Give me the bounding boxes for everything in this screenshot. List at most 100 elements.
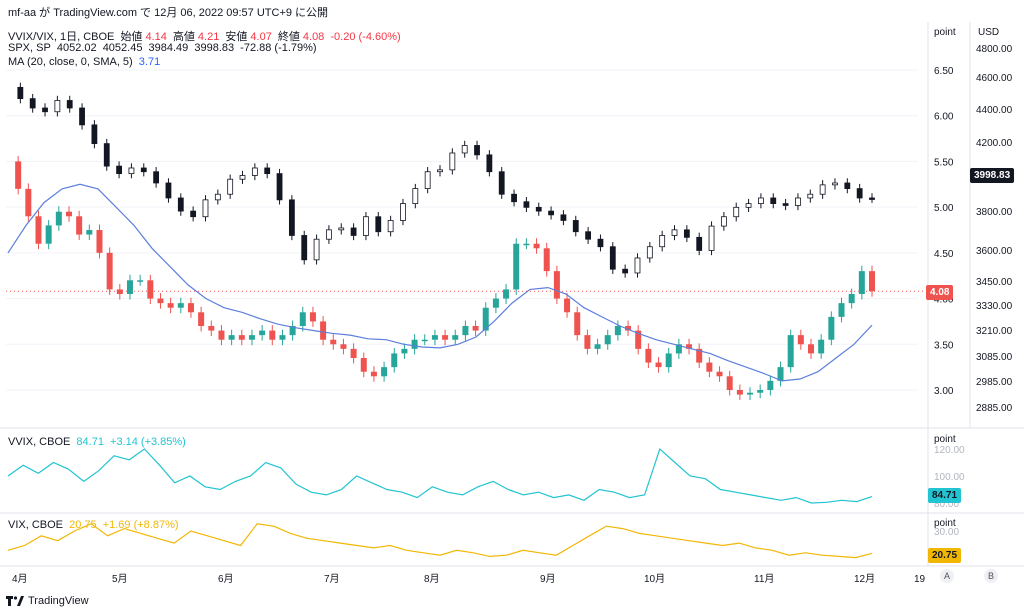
spx-close: 3998.83 bbox=[194, 42, 235, 54]
scale-a-button[interactable]: A bbox=[940, 569, 954, 583]
ratio-candle bbox=[330, 339, 337, 345]
spx-candle bbox=[683, 229, 690, 238]
spx-candle bbox=[634, 257, 641, 274]
low-label: 安値 bbox=[225, 31, 248, 43]
spx-bars bbox=[17, 82, 875, 278]
tradingview-logo-icon bbox=[6, 596, 24, 606]
ratio-candle bbox=[665, 353, 672, 368]
point-tick: 6.00 bbox=[934, 112, 954, 123]
x-tick: 11月 bbox=[754, 573, 774, 585]
ratio-candle bbox=[299, 312, 306, 326]
ratio-candle bbox=[259, 330, 266, 336]
ratio-candle bbox=[25, 188, 32, 217]
spx-candle bbox=[326, 229, 332, 240]
axis-labels: 6.50 6.00 5.50 5.00 4.50 4.00 3.50 3.00 4800.00 4… bbox=[12, 44, 1013, 585]
spx-candle bbox=[301, 235, 308, 261]
ratio-last-tag: 4.08 bbox=[926, 285, 954, 300]
grid-lines bbox=[0, 22, 1024, 567]
x-tick: 4月 bbox=[12, 573, 28, 585]
ratio-candle bbox=[706, 362, 713, 372]
vix-value: 20.75 bbox=[69, 519, 97, 531]
spx-high: 4052.45 bbox=[102, 42, 143, 54]
usd-tick: 3600.00 bbox=[976, 246, 1013, 257]
spx-candle bbox=[659, 235, 666, 248]
ratio-change: -0.20 (-4.60%) bbox=[330, 31, 401, 43]
ratio-candle bbox=[431, 335, 438, 340]
open-value: 4.14 bbox=[145, 31, 167, 43]
point-tick: 6.50 bbox=[934, 66, 954, 77]
spx-candle bbox=[832, 182, 838, 186]
ratio-candle bbox=[55, 211, 62, 226]
scale-b-button[interactable]: B bbox=[984, 569, 998, 583]
spx-candle bbox=[745, 203, 752, 208]
spx-candle bbox=[770, 197, 777, 204]
ratio-candle bbox=[675, 344, 682, 354]
vvix-header: VVIX, CBOE 84.71 +3.14 (+3.85%) bbox=[8, 436, 189, 448]
ratio-candle bbox=[808, 344, 815, 354]
vix-label: VIX, CBOE bbox=[8, 519, 64, 531]
ratio-candle bbox=[309, 312, 316, 322]
usd-tick: 4800.00 bbox=[976, 44, 1013, 55]
ratio-candle bbox=[391, 353, 398, 368]
ratio-candle bbox=[137, 280, 144, 282]
usd-tick: 3085.00 bbox=[976, 352, 1013, 363]
ratio-candle bbox=[462, 326, 469, 336]
ma-header: MA (20, close, 0, SMA, 5) 3.71 bbox=[8, 56, 163, 68]
vvix-label: VVIX, CBOE bbox=[8, 436, 71, 448]
ratio-candle bbox=[238, 335, 245, 340]
spx-candle bbox=[511, 193, 517, 203]
brand-footer: TradingView bbox=[6, 595, 89, 607]
vix-unit: point bbox=[934, 518, 956, 529]
spx-candle bbox=[288, 199, 295, 236]
spx-candle bbox=[412, 188, 419, 204]
ma-value: 3.71 bbox=[138, 56, 161, 68]
spx-candle bbox=[535, 206, 542, 212]
ratio-candle bbox=[381, 367, 388, 377]
x-tick: 9月 bbox=[540, 573, 556, 585]
ratio-candle bbox=[828, 316, 835, 340]
spx-candle bbox=[17, 86, 24, 100]
spx-candle bbox=[153, 171, 160, 184]
low-value: 4.07 bbox=[250, 31, 272, 43]
spx-candle bbox=[177, 197, 184, 212]
ratio-candle bbox=[401, 348, 408, 354]
spx-candle bbox=[375, 216, 382, 233]
spx-candle bbox=[523, 201, 530, 208]
spx-candle bbox=[313, 238, 320, 261]
ratio-candle bbox=[15, 161, 22, 189]
spx-candle bbox=[400, 203, 406, 221]
spx-candle bbox=[720, 216, 727, 227]
spx-candle bbox=[819, 184, 826, 195]
ratio-header: VVIX/VIX, 1日, CBOE 始値 4.14 高値 4.21 安値 4.07 … bbox=[8, 28, 404, 44]
ratio-candle bbox=[198, 312, 205, 326]
ratio-candle bbox=[472, 326, 479, 331]
vix-header: VIX, CBOE 20.75 +1.69 (+8.87%) bbox=[8, 519, 182, 531]
ratio-candle bbox=[645, 348, 652, 363]
ratio-candle bbox=[858, 271, 865, 294]
point-tick: 5.50 bbox=[934, 157, 954, 168]
spx-candle bbox=[437, 169, 443, 173]
ratio-candle bbox=[736, 390, 743, 395]
vix-tick: 30.00 bbox=[934, 527, 959, 538]
ratio-unit: point bbox=[934, 27, 956, 38]
spx-candle bbox=[548, 210, 554, 216]
ratio-candle bbox=[106, 252, 113, 290]
high-value: 4.21 bbox=[197, 31, 220, 43]
vvix-tick: 80.00 bbox=[934, 499, 959, 510]
ratio-candle bbox=[187, 303, 194, 313]
spx-candle bbox=[609, 246, 616, 270]
ratio-candle bbox=[65, 211, 72, 217]
close-label: 終値 bbox=[277, 31, 300, 43]
vvix-value: 84.71 bbox=[76, 436, 104, 448]
ratio-candle bbox=[574, 312, 581, 336]
x-tick: 7月 bbox=[324, 573, 340, 585]
spx-candle bbox=[103, 143, 110, 167]
spx-change: -72.88 (-1.79%) bbox=[240, 42, 317, 54]
x-tick: 5月 bbox=[112, 573, 128, 585]
vvix-tick: 100.00 bbox=[934, 472, 965, 483]
ratio-candle bbox=[635, 330, 642, 349]
spx-candle bbox=[54, 100, 61, 113]
spx-candle bbox=[708, 225, 715, 251]
usd-tick: 2985.00 bbox=[976, 377, 1013, 388]
